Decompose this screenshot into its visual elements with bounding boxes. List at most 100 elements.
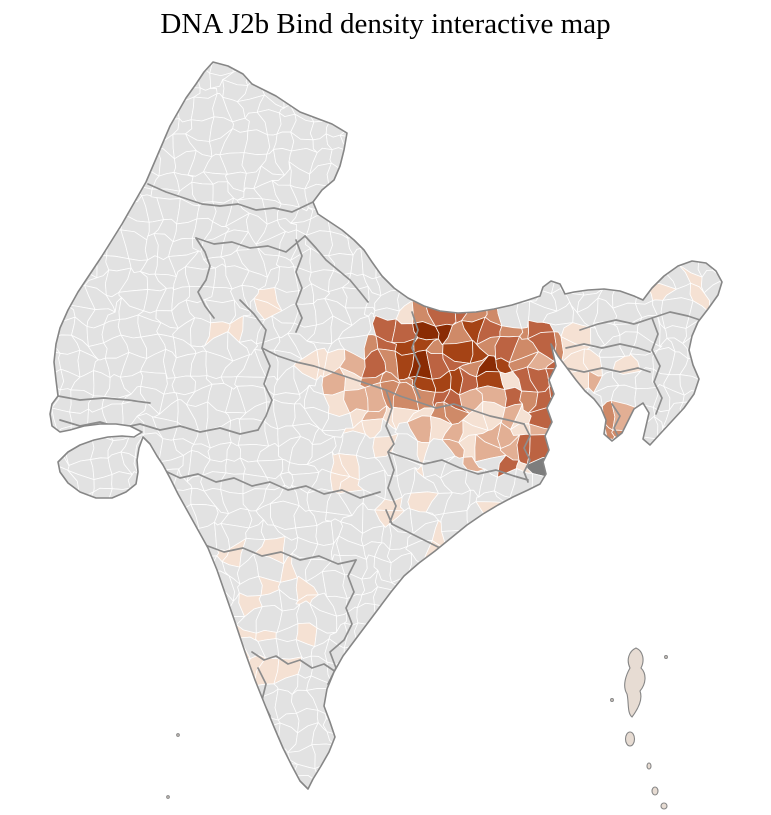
district-cell[interactable] xyxy=(92,639,116,670)
district-cell[interactable] xyxy=(432,269,455,285)
district-cell[interactable] xyxy=(121,146,146,168)
district-cell[interactable] xyxy=(41,88,58,108)
district-cell[interactable] xyxy=(50,184,82,211)
district-cell[interactable] xyxy=(509,496,539,512)
district-cell[interactable] xyxy=(75,205,97,228)
district-cell[interactable] xyxy=(207,691,225,720)
district-cell[interactable] xyxy=(34,183,60,203)
district-cell[interactable] xyxy=(163,590,181,616)
district-cell[interactable] xyxy=(36,620,63,646)
district-cell[interactable] xyxy=(72,96,94,121)
district-cell[interactable] xyxy=(56,49,78,74)
district-cell[interactable] xyxy=(175,526,200,547)
district-cell[interactable] xyxy=(444,281,469,313)
district-cell[interactable] xyxy=(50,542,77,556)
district-cell[interactable] xyxy=(373,603,399,636)
district-cell[interactable] xyxy=(101,740,126,763)
district-cell[interactable] xyxy=(100,513,132,534)
district-cell[interactable] xyxy=(52,782,68,794)
andaman-main-island[interactable] xyxy=(624,647,646,718)
district-cell[interactable] xyxy=(118,713,147,737)
district-cell[interactable] xyxy=(36,127,64,152)
district-cell[interactable] xyxy=(66,509,90,533)
district-cell[interactable] xyxy=(475,246,507,275)
district-cell[interactable] xyxy=(600,268,619,290)
district-cell[interactable] xyxy=(66,149,97,171)
district-cell[interactable] xyxy=(137,469,162,493)
district-cell[interactable] xyxy=(56,551,77,584)
district-cell[interactable] xyxy=(67,598,95,611)
district-cell[interactable] xyxy=(155,517,182,550)
district-cell[interactable] xyxy=(168,714,200,733)
district-cell[interactable] xyxy=(105,48,134,72)
district-cell[interactable] xyxy=(159,552,181,577)
district-cell[interactable] xyxy=(118,83,146,104)
district-cell[interactable] xyxy=(483,282,498,309)
district-cell[interactable] xyxy=(108,64,134,90)
district-cell[interactable] xyxy=(45,297,63,328)
district-cell[interactable] xyxy=(354,622,384,642)
district-cell[interactable] xyxy=(106,639,129,670)
district-cell[interactable] xyxy=(71,54,89,67)
district-cell[interactable] xyxy=(83,62,114,90)
district-cell[interactable] xyxy=(82,537,112,561)
district-cell[interactable] xyxy=(86,509,105,536)
district-cell[interactable] xyxy=(579,418,608,441)
district-cell[interactable] xyxy=(406,264,438,293)
district-cell[interactable] xyxy=(152,603,180,627)
district-cell[interactable] xyxy=(153,80,175,106)
district-cell[interactable] xyxy=(66,760,97,789)
district-cell[interactable] xyxy=(54,110,81,143)
district-cell[interactable] xyxy=(100,780,121,803)
district-cell[interactable] xyxy=(205,643,232,667)
district-cell[interactable] xyxy=(31,679,65,704)
district-cell[interactable] xyxy=(531,473,551,498)
district-cell[interactable] xyxy=(87,96,103,114)
district-cell[interactable] xyxy=(720,280,737,313)
district-cell[interactable] xyxy=(152,505,178,530)
district-cell[interactable] xyxy=(360,229,389,251)
district-cell[interactable] xyxy=(127,486,147,517)
district-cell[interactable] xyxy=(55,102,77,121)
district-cell[interactable] xyxy=(35,449,60,472)
district-cell[interactable] xyxy=(243,782,267,803)
district-cell[interactable] xyxy=(137,782,166,805)
district-cell[interactable] xyxy=(191,660,217,685)
district-cell[interactable] xyxy=(35,504,61,532)
district-cell[interactable] xyxy=(448,256,473,272)
district-cell[interactable] xyxy=(556,428,568,442)
district-cell[interactable] xyxy=(191,642,216,667)
district-cell[interactable] xyxy=(219,709,250,735)
district-cell[interactable] xyxy=(101,532,132,541)
district-cell[interactable] xyxy=(617,252,641,275)
district-cell[interactable] xyxy=(93,212,108,235)
district-cell[interactable] xyxy=(208,740,231,764)
district-cell[interactable] xyxy=(215,759,233,784)
district-cell[interactable] xyxy=(542,246,571,270)
district-cell[interactable] xyxy=(262,766,285,786)
district-cell[interactable] xyxy=(51,640,81,668)
district-cell[interactable] xyxy=(83,183,117,207)
district-cell[interactable] xyxy=(277,774,299,796)
district-cell[interactable] xyxy=(65,254,98,279)
district-cell[interactable] xyxy=(50,744,82,768)
district-cell[interactable] xyxy=(315,520,335,546)
district-cell[interactable] xyxy=(66,676,89,700)
district-cell[interactable] xyxy=(254,740,285,770)
district-cell[interactable] xyxy=(126,508,140,534)
district-cell[interactable] xyxy=(134,625,160,644)
district-cell[interactable] xyxy=(245,68,265,86)
district-cell[interactable] xyxy=(170,593,204,616)
district-cell[interactable] xyxy=(131,49,141,68)
district-cell[interactable] xyxy=(53,504,71,529)
district-cell[interactable] xyxy=(117,672,141,702)
district-cell[interactable] xyxy=(60,489,81,513)
district-cell[interactable] xyxy=(459,264,490,295)
district-cell[interactable] xyxy=(159,571,181,597)
district-cell[interactable] xyxy=(160,775,174,805)
district-cell[interactable] xyxy=(167,45,201,64)
district-cell[interactable] xyxy=(86,761,104,783)
district-cell[interactable] xyxy=(206,608,233,635)
district-cell[interactable] xyxy=(60,679,73,697)
district-cell[interactable] xyxy=(55,76,76,109)
